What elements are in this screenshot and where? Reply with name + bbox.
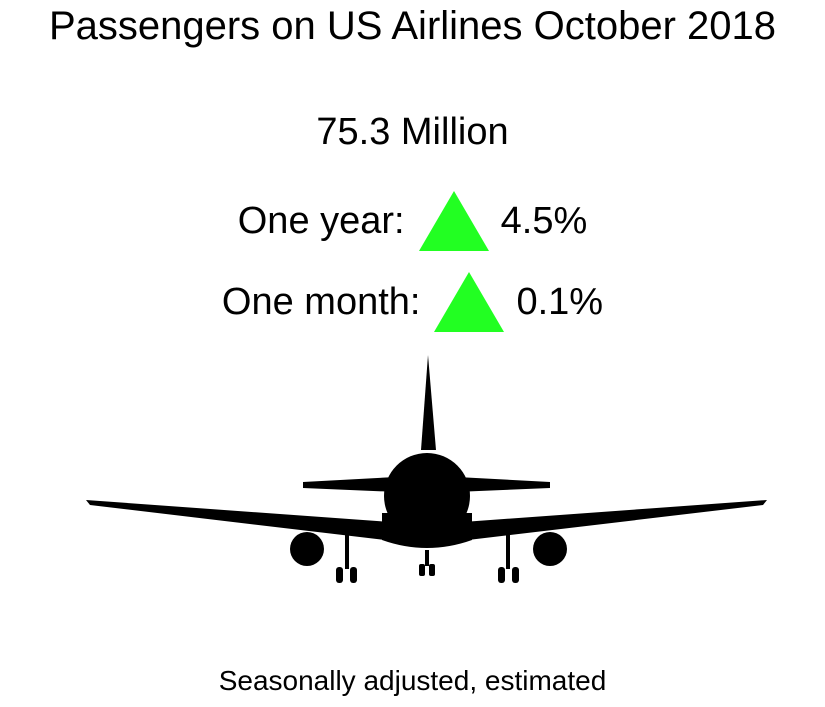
one-year-value: 4.5%	[500, 200, 588, 242]
up-triangle-icon	[434, 272, 505, 332]
up-triangle-icon	[418, 191, 489, 251]
one-month-change: One month: 0.1%	[0, 272, 825, 332]
one-year-change: One year: 4.5%	[0, 191, 825, 251]
airplane-icon	[86, 355, 767, 583]
footnote: Seasonally adjusted, estimated	[218, 665, 607, 696]
one-month-value: 0.1%	[516, 281, 604, 323]
one-year-label: One year:	[237, 200, 405, 242]
page-title: Passengers on US Airlines October 2018	[48, 4, 777, 48]
passenger-total: 75.3 Million	[316, 111, 509, 153]
one-month-label: One month:	[221, 281, 421, 323]
